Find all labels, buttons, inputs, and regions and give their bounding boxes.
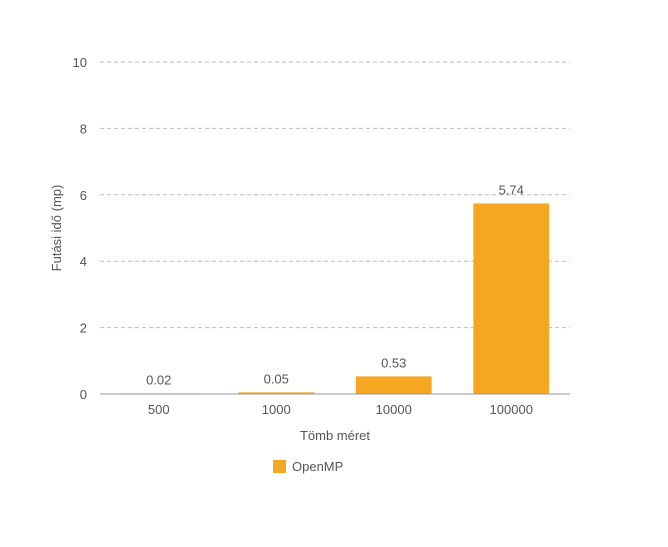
data-label: 0.05 <box>264 371 289 386</box>
y-tick-label: 8 <box>80 121 87 136</box>
data-label: 0.02 <box>146 372 171 387</box>
y-axis-title: Futási idő (mp) <box>49 185 64 272</box>
bar <box>238 392 315 394</box>
x-tick-labels: 500 1000 10000 100000 <box>148 402 533 417</box>
y-tick-label: 6 <box>80 188 87 203</box>
legend-label: OpenMP <box>292 459 343 474</box>
data-labels: 0.02 0.05 0.53 5.74 <box>146 182 524 387</box>
bar <box>473 203 550 394</box>
y-tick-label: 2 <box>80 321 87 336</box>
x-axis-title: Tömb méret <box>300 428 370 443</box>
bars <box>120 203 550 394</box>
y-tick-labels: 0 2 4 6 8 10 <box>73 55 87 402</box>
legend: OpenMP <box>273 459 343 474</box>
data-label: 0.53 <box>381 355 406 370</box>
x-tick-label: 10000 <box>376 402 412 417</box>
x-tick-label: 500 <box>148 402 170 417</box>
grid-lines <box>100 61 570 329</box>
y-tick-label: 4 <box>80 254 87 269</box>
y-tick-label: 0 <box>80 387 87 402</box>
bar <box>355 376 432 394</box>
x-tick-label: 1000 <box>262 402 291 417</box>
legend-swatch <box>273 460 286 473</box>
data-label: 5.74 <box>499 182 524 197</box>
y-tick-label: 10 <box>73 55 87 70</box>
x-tick-label: 100000 <box>490 402 533 417</box>
